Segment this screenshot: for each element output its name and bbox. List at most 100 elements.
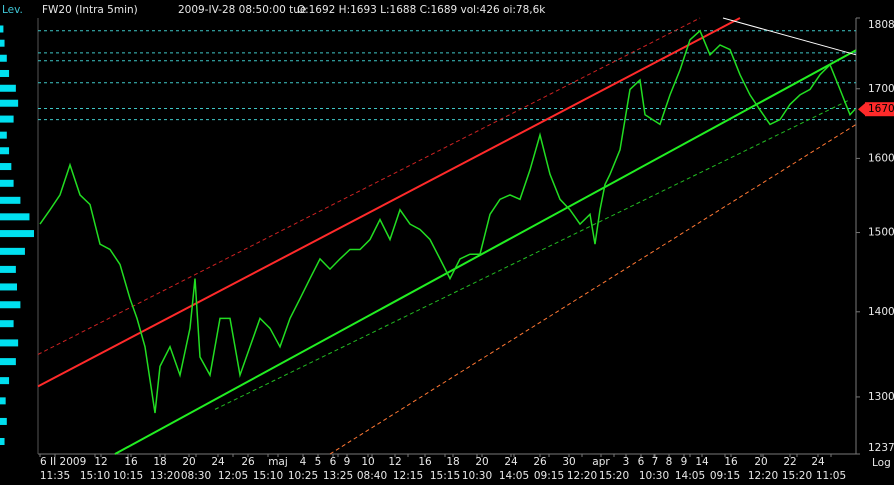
trend-line bbox=[214, 99, 851, 410]
x-tick-label: 6 bbox=[330, 456, 337, 468]
x-tick-label: 10 bbox=[361, 456, 374, 468]
profile-bar bbox=[0, 301, 21, 309]
x-tick-label: 5 bbox=[315, 456, 322, 468]
profile-bar bbox=[0, 283, 17, 291]
x-tick-label: 26 bbox=[533, 456, 547, 468]
profile-bar bbox=[0, 179, 14, 187]
x-tick-label: 20 bbox=[475, 456, 488, 468]
x-tick-label: 15:20 bbox=[782, 470, 812, 482]
quote: O:1692 H:1693 L:1688 C:1689 vol:426 oi:7… bbox=[297, 4, 546, 16]
profile-bar bbox=[0, 163, 12, 171]
x-tick-label: 15:10 bbox=[80, 470, 110, 482]
trend-line bbox=[37, 17, 741, 388]
scale-label: Log bbox=[872, 457, 891, 469]
x-tick-label: 18 bbox=[153, 456, 166, 468]
x-tick-label: 08:40 bbox=[357, 470, 387, 482]
x-tick-label: 9 bbox=[344, 456, 351, 468]
profile-bar bbox=[0, 25, 4, 33]
x-tick-label: 16 bbox=[124, 456, 138, 468]
y-tick-label: 1500 bbox=[868, 227, 894, 239]
x-tick-label: 09:15 bbox=[710, 470, 740, 482]
profile-bar bbox=[0, 147, 10, 155]
trend-line bbox=[37, 17, 701, 355]
x-tick-label: 10:25 bbox=[288, 470, 318, 482]
profile-bar bbox=[0, 213, 30, 221]
trend-line bbox=[329, 124, 857, 455]
x-tick-label: 14 bbox=[695, 456, 709, 468]
profile-bar bbox=[0, 54, 7, 62]
x-tick-label: 24 bbox=[504, 456, 518, 468]
x-tick-label: 12 bbox=[388, 456, 401, 468]
x-tick-label: 20 bbox=[754, 456, 767, 468]
x-tick-label: 24 bbox=[811, 456, 825, 468]
x-tick-label: 09:15 bbox=[534, 470, 564, 482]
x-tick-label: 14:05 bbox=[675, 470, 705, 482]
x-tick-label: 16 bbox=[724, 456, 738, 468]
profile-bar bbox=[0, 397, 6, 405]
x-tick-label: 10:30 bbox=[639, 470, 669, 482]
x-tick-label: 26 bbox=[241, 456, 255, 468]
trend-line bbox=[722, 17, 857, 56]
profile-bar bbox=[0, 358, 16, 366]
x-tick-label: apr bbox=[592, 456, 610, 468]
x-tick-label: 9 bbox=[681, 456, 688, 468]
profile-bar bbox=[0, 39, 5, 47]
x-tick-label: 8 bbox=[666, 456, 673, 468]
x-tick-label: 08:30 bbox=[181, 470, 211, 482]
x-tick-label: 4 bbox=[300, 456, 307, 468]
y-tick-label: 1300 bbox=[868, 391, 894, 403]
profile-bar bbox=[0, 230, 34, 238]
x-tick-label: 18 bbox=[446, 456, 459, 468]
profile-label: Lev. bbox=[2, 4, 23, 16]
x-tick-label: 24 bbox=[211, 456, 225, 468]
y-tick-label: 1237 bbox=[868, 442, 894, 454]
x-tick-label: 12:20 bbox=[748, 470, 778, 482]
x-tick-label: 12:15 bbox=[393, 470, 423, 482]
x-tick-label: 11:35 bbox=[40, 470, 70, 482]
last-price-marker bbox=[858, 103, 865, 116]
profile-bar bbox=[0, 265, 16, 273]
profile-bar bbox=[0, 115, 14, 123]
timestamp: 2009-IV-28 08:50:00 tue bbox=[178, 4, 306, 16]
x-tick-label: 12:05 bbox=[218, 470, 248, 482]
profile-bar bbox=[0, 99, 19, 107]
profile-bar bbox=[0, 196, 21, 204]
x-tick-label: 6 II 2009 bbox=[40, 456, 86, 468]
x-tick-label: 20 bbox=[182, 456, 195, 468]
last-price-box bbox=[865, 102, 894, 117]
x-tick-label: 13:25 bbox=[323, 470, 353, 482]
x-tick-label: 15:20 bbox=[599, 470, 629, 482]
profile-bar bbox=[0, 247, 25, 255]
x-tick-label: 30 bbox=[562, 456, 575, 468]
profile-bar bbox=[0, 417, 7, 425]
x-tick-label: 16 bbox=[418, 456, 432, 468]
x-tick-label: 7 bbox=[652, 456, 659, 468]
last-price-label: 1670 bbox=[868, 103, 894, 115]
profile-bar bbox=[0, 437, 5, 445]
x-tick-label: 10:30 bbox=[462, 470, 492, 482]
x-tick-label: 22 bbox=[783, 456, 796, 468]
x-tick-label: 6 bbox=[638, 456, 645, 468]
x-tick-label: 3 bbox=[623, 456, 630, 468]
x-tick-label: 13:20 bbox=[150, 470, 180, 482]
profile-bar bbox=[0, 320, 14, 328]
profile-bar bbox=[0, 377, 10, 385]
trend-line bbox=[114, 49, 857, 455]
y-tick-label: 1600 bbox=[868, 152, 894, 164]
x-tick-label: 12:20 bbox=[567, 470, 597, 482]
profile-bar bbox=[0, 339, 19, 347]
x-tick-label: 14:05 bbox=[499, 470, 529, 482]
x-tick-label: 11:05 bbox=[816, 470, 846, 482]
y-tick-label: 1700 bbox=[868, 83, 894, 95]
chart-title: FW20 (Intra 5min) bbox=[42, 4, 138, 16]
y-tick-label: 1808 bbox=[868, 19, 894, 31]
profile-bar bbox=[0, 131, 7, 139]
price-line bbox=[39, 29, 856, 414]
profile-bar bbox=[0, 84, 16, 92]
x-tick-label: 12 bbox=[94, 456, 107, 468]
x-tick-label: 15:15 bbox=[430, 470, 460, 482]
y-tick-label: 1400 bbox=[868, 306, 894, 318]
